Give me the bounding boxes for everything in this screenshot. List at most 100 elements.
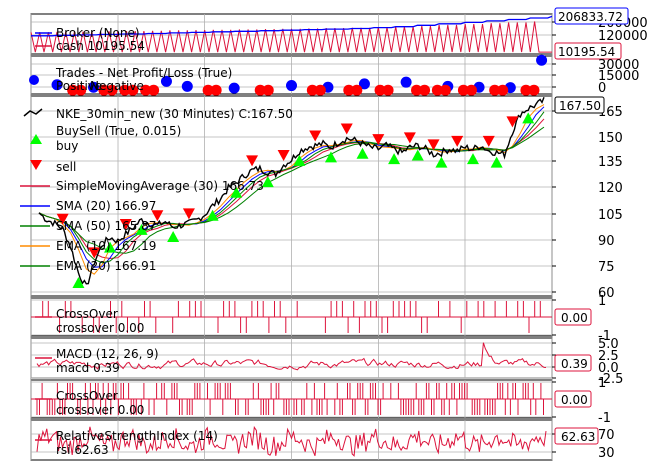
trade-negative bbox=[343, 84, 355, 96]
ytick-label: 120 bbox=[598, 181, 623, 196]
ytick-label: -2.5 bbox=[598, 372, 623, 387]
trade-positive bbox=[286, 80, 297, 92]
buy-marker bbox=[435, 156, 448, 168]
series-cash bbox=[30, 21, 552, 53]
legend-crossover-value: crossover 0.00 bbox=[56, 321, 144, 335]
sell-marker bbox=[372, 134, 385, 146]
sell-marker bbox=[119, 219, 132, 231]
last-price-box bbox=[554, 96, 605, 114]
trade-negative bbox=[382, 84, 394, 96]
sell-marker bbox=[482, 135, 495, 147]
trade-negative bbox=[489, 84, 501, 96]
legend-indicator-value: macd 0.39 bbox=[56, 361, 120, 375]
buy-marker bbox=[356, 147, 369, 159]
buy-marker bbox=[167, 230, 180, 242]
ytick-label: 30 bbox=[598, 446, 615, 461]
sell-marker bbox=[56, 213, 69, 225]
buy-marker bbox=[135, 223, 148, 235]
legend-close-line bbox=[23, 108, 43, 117]
legend-broker: Broker (None) bbox=[56, 26, 140, 40]
legend-sell-marker bbox=[30, 160, 42, 170]
sell-marker bbox=[506, 116, 519, 128]
last-rsi-label: 62.63 bbox=[561, 430, 595, 444]
trade-negative bbox=[127, 84, 139, 96]
sell-marker bbox=[277, 150, 290, 162]
trade-negative bbox=[119, 84, 131, 96]
legend-sell: sell bbox=[56, 160, 76, 174]
trade-negative bbox=[528, 84, 540, 96]
last-crossover-label: 0.00 bbox=[561, 393, 588, 407]
buy-marker bbox=[72, 276, 85, 288]
buy-marker bbox=[522, 112, 535, 124]
legend-close: NKE_30min_new (30 Minutes) C:167.50 bbox=[56, 107, 293, 121]
ytick-label: 30000 bbox=[598, 58, 639, 73]
last-crossover-box bbox=[554, 308, 592, 326]
legend-crossover-value: crossover 0.00 bbox=[56, 403, 144, 417]
sell-marker bbox=[427, 139, 440, 151]
trade-negative bbox=[75, 84, 87, 96]
buy-marker bbox=[230, 186, 243, 198]
series-rsi bbox=[36, 425, 547, 457]
legend-buysell: BuySell (True, 0.015) bbox=[56, 124, 181, 138]
legend-indicator: RelativeStrengthIndex (14) bbox=[56, 429, 218, 443]
ytick-label: 135 bbox=[598, 155, 623, 170]
buy-marker bbox=[261, 176, 274, 188]
sell-marker bbox=[246, 155, 259, 167]
last-crossover-label: 0.00 bbox=[561, 311, 588, 325]
legend-trades: Trades - Net Profit/Loss (True) bbox=[55, 66, 232, 80]
buy-marker bbox=[490, 156, 503, 168]
trade-negative bbox=[351, 84, 363, 96]
trade-negative bbox=[457, 84, 469, 96]
trade-negative bbox=[439, 84, 451, 96]
legend-positive-marker bbox=[29, 75, 39, 85]
series-macd bbox=[36, 342, 547, 371]
legend-ma: SimpleMovingAverage (30) 166.73 bbox=[56, 179, 264, 193]
ytick-label: 15000 bbox=[598, 69, 639, 84]
ytick-label: 105 bbox=[598, 208, 623, 223]
trade-positive bbox=[358, 78, 370, 90]
last-crossover-box bbox=[554, 390, 592, 408]
sell-marker bbox=[340, 123, 353, 135]
ytick-label: 70 bbox=[598, 428, 615, 443]
ytick-label: 150 bbox=[598, 131, 623, 146]
trade-negative bbox=[306, 84, 318, 96]
panel-macd: 5.02.50.0-2.5 0.39 MACD (12, 26, 9)macd 0.… bbox=[30, 337, 623, 387]
ytick-label: -1 bbox=[598, 411, 611, 426]
last-cash-box bbox=[554, 42, 622, 60]
trade-negative bbox=[106, 84, 118, 96]
ytick-label: 120000 bbox=[598, 29, 648, 44]
legend-ma: EMA (20) 166.91 bbox=[56, 259, 156, 273]
series-crossover bbox=[31, 383, 552, 415]
sell-marker bbox=[88, 247, 101, 259]
trade-negative bbox=[431, 84, 443, 96]
legend-positive: Positive bbox=[56, 79, 102, 93]
legend-negative: Negative bbox=[90, 79, 144, 93]
trade-positive bbox=[536, 54, 548, 66]
sell-marker bbox=[151, 210, 164, 222]
trade-negative bbox=[520, 84, 532, 96]
series-close bbox=[38, 97, 545, 285]
buy-marker bbox=[293, 154, 306, 166]
trade-negative bbox=[497, 84, 509, 96]
last-value-box bbox=[554, 7, 629, 25]
sell-marker bbox=[451, 135, 464, 147]
trade-positive bbox=[88, 81, 100, 93]
ytick-label: 5.0 bbox=[598, 337, 619, 352]
trade-negative bbox=[411, 84, 423, 96]
legend-indicator: MACD (12, 26, 9) bbox=[56, 347, 159, 361]
series-value bbox=[31, 15, 553, 37]
ytick-label: -1 bbox=[598, 329, 611, 344]
trade-negative bbox=[254, 84, 266, 96]
last-price-label: 167.50 bbox=[559, 99, 601, 113]
buy-marker bbox=[324, 151, 337, 163]
trade-negative bbox=[98, 84, 110, 96]
trade-positive bbox=[400, 76, 412, 88]
trade-negative bbox=[374, 84, 386, 96]
ytick-label: 1 bbox=[598, 376, 606, 391]
legend-buy-marker bbox=[30, 134, 42, 144]
trade-positive bbox=[181, 80, 193, 92]
